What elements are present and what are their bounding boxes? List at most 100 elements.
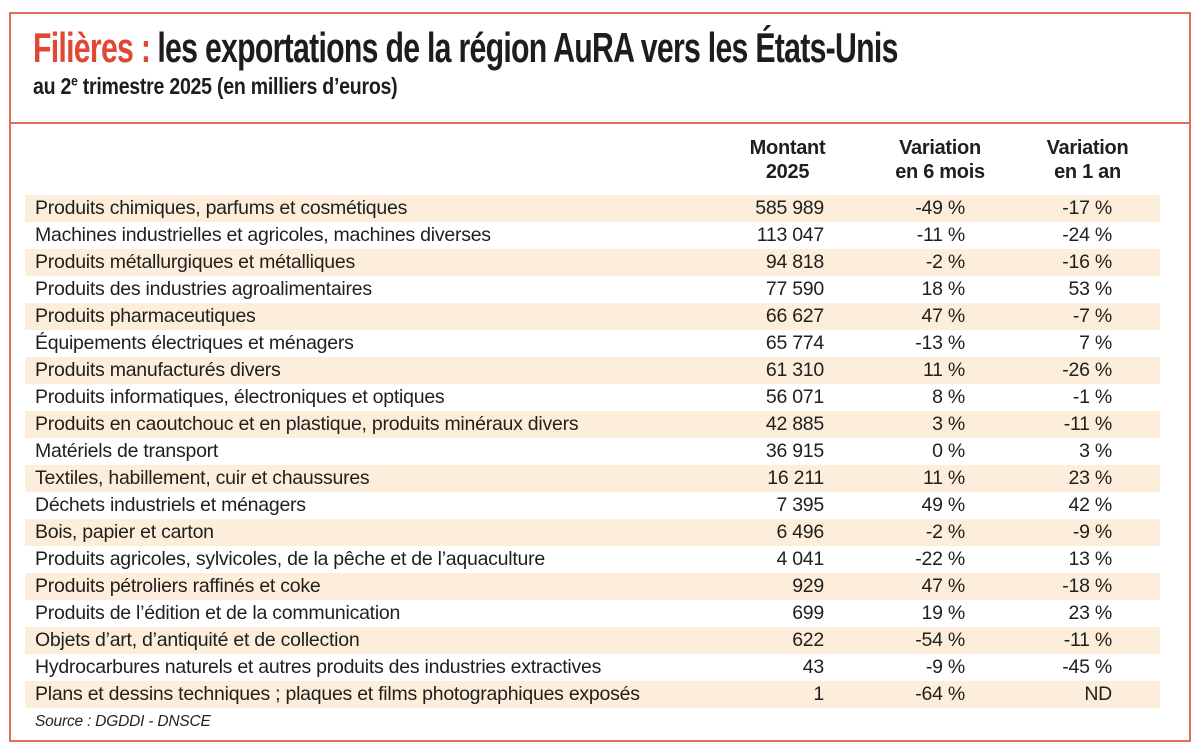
variation-6mois-value: 47 % — [921, 575, 966, 597]
montant-value: 1 — [813, 683, 824, 705]
subtitle-prefix: au 2 — [33, 73, 72, 100]
column-header-variation-1an-line1: Variation — [1046, 136, 1129, 159]
variation-1an-value: 7 % — [1079, 332, 1112, 354]
row-label: Plans et dessins techniques ; plaques et… — [35, 683, 640, 705]
column-header-montant: Montant 2025 — [735, 136, 865, 184]
column-header-montant-line2: 2025 — [765, 160, 810, 183]
table-row: Bois, papier et carton 6 496 -2 % -9 % — [25, 519, 1160, 546]
variation-6mois-value: -54 % — [915, 629, 965, 651]
table-row: Produits manufacturés divers 61 310 11 %… — [25, 357, 1160, 384]
variation-1an-value: 53 % — [1068, 278, 1113, 300]
montant-value: 36 915 — [765, 440, 824, 462]
row-label: Machines industrielles et agricoles, mac… — [35, 224, 491, 246]
variation-6mois-value: 11 % — [923, 359, 965, 381]
table-row: Produits en caoutchouc et en plastique, … — [25, 411, 1160, 438]
row-label: Produits manufacturés divers — [35, 359, 281, 381]
variation-6mois-value: -49 % — [915, 197, 965, 219]
source-note: Source : DGDDI - DNSCE — [35, 713, 211, 730]
montant-value: 42 885 — [765, 413, 824, 435]
table-row: Machines industrielles et agricoles, mac… — [25, 222, 1160, 249]
variation-1an-value: -17 % — [1062, 197, 1112, 219]
table-row: Produits informatiques, électroniques et… — [25, 384, 1160, 411]
variation-6mois-value: -11 % — [916, 224, 966, 246]
row-label: Produits agricoles, sylvicoles, de la pê… — [35, 548, 545, 570]
montant-value: 113 047 — [756, 224, 825, 246]
variation-1an-value: -11 % — [1063, 413, 1113, 435]
table-body: Produits chimiques, parfums et cosmétiqu… — [25, 195, 1160, 708]
montant-value: 65 774 — [765, 332, 824, 354]
variation-1an-value: -11 % — [1063, 629, 1113, 651]
variation-1an-value: 42 % — [1068, 494, 1113, 516]
column-header-variation-6mois-line2: en 6 mois — [895, 160, 985, 183]
table-row: Produits métallurgiques et métalliques 9… — [25, 249, 1160, 276]
montant-value: 43 — [802, 656, 824, 678]
table-row: Textiles, habillement, cuir et chaussure… — [25, 465, 1160, 492]
variation-1an-value: -9 % — [1072, 521, 1112, 543]
title-main: les exportations de la région AuRA vers … — [157, 24, 898, 71]
table-row: Produits chimiques, parfums et cosmétiqu… — [25, 195, 1160, 222]
table-row: Produits pétroliers raffinés et coke 929… — [25, 573, 1160, 600]
column-header-variation-6mois: Variation en 6 mois — [865, 136, 1015, 184]
variation-1an-value: 13 % — [1068, 548, 1113, 570]
variation-6mois-value: 47 % — [921, 305, 966, 327]
table-row: Produits pharmaceutiques 66 627 47 % -7 … — [25, 303, 1160, 330]
row-label: Produits en caoutchouc et en plastique, … — [35, 413, 579, 435]
row-label: Produits des industries agroalimentaires — [35, 278, 372, 300]
variation-1an-value: -7 % — [1072, 305, 1112, 327]
table-row: Produits agricoles, sylvicoles, de la pê… — [25, 546, 1160, 573]
montant-value: 56 071 — [765, 386, 824, 408]
table-row: Matériels de transport 36 915 0 % 3 % — [25, 438, 1160, 465]
variation-6mois-value: 18 % — [921, 278, 966, 300]
title-accent: Filières : — [33, 24, 151, 71]
subtitle-superscript: e — [71, 73, 78, 90]
montant-value: 585 989 — [755, 197, 824, 219]
variation-1an-value: -18 % — [1062, 575, 1112, 597]
variation-6mois-value: -13 % — [915, 332, 965, 354]
variation-6mois-value: 19 % — [921, 602, 966, 624]
variation-6mois-value: -2 % — [925, 251, 965, 273]
row-label: Produits pétroliers raffinés et coke — [35, 575, 321, 597]
row-label: Produits informatiques, électroniques et… — [35, 386, 445, 408]
table-row: Produits de l’édition et de la communica… — [25, 600, 1160, 627]
variation-6mois-value: -22 % — [915, 548, 965, 570]
variation-6mois-value: -64 % — [915, 683, 965, 705]
column-header-variation-1an-line2: en 1 an — [1054, 160, 1121, 183]
data-table: Montant 2025 Variation en 6 mois Variati… — [11, 124, 1189, 708]
variation-1an-value: -16 % — [1062, 251, 1112, 273]
title-divider — [11, 122, 1189, 124]
table-row: Déchets industriels et ménagers 7 395 49… — [25, 492, 1160, 519]
montant-value: 4 041 — [776, 548, 824, 570]
row-label: Textiles, habillement, cuir et chaussure… — [35, 467, 370, 489]
montant-value: 77 590 — [765, 278, 824, 300]
figure-frame: Filières : les exportations de la région … — [9, 12, 1191, 742]
variation-6mois-value: 0 % — [932, 440, 965, 462]
montant-value: 61 310 — [765, 359, 824, 381]
variation-6mois-value: 8 % — [932, 386, 965, 408]
row-label: Produits pharmaceutiques — [35, 305, 256, 327]
variation-1an-value: -24 % — [1062, 224, 1112, 246]
montant-value: 699 — [792, 602, 824, 624]
variation-6mois-value: 11 % — [923, 467, 965, 489]
subtitle-suffix: trimestre 2025 (en milliers d’euros) — [77, 73, 398, 100]
variation-1an-value: 23 % — [1068, 602, 1113, 624]
variation-1an-value: ND — [1084, 683, 1112, 705]
variation-6mois-value: 3 % — [932, 413, 965, 435]
variation-1an-value: -1 % — [1072, 386, 1112, 408]
montant-value: 6 496 — [776, 521, 824, 543]
row-label: Produits chimiques, parfums et cosmétiqu… — [35, 197, 408, 219]
table-header-row: Montant 2025 Variation en 6 mois Variati… — [25, 124, 1160, 195]
montant-value: 94 818 — [765, 251, 824, 273]
column-header-montant-line1: Montant — [749, 136, 826, 159]
montant-value: 622 — [792, 629, 824, 651]
montant-value: 929 — [792, 575, 824, 597]
variation-1an-value: -26 % — [1062, 359, 1112, 381]
figure-subtitle: au 2e trimestre 2025 (en milliers d’euro… — [33, 73, 1016, 100]
table-row: Équipements électriques et ménagers 65 7… — [25, 330, 1160, 357]
figure-header: Filières : les exportations de la région … — [11, 14, 1189, 122]
variation-6mois-value: -9 % — [925, 656, 965, 678]
row-label: Déchets industriels et ménagers — [35, 494, 306, 516]
row-label: Produits de l’édition et de la communica… — [35, 602, 401, 624]
table-row: Produits des industries agroalimentaires… — [25, 276, 1160, 303]
table-row: Hydrocarbures naturels et autres produit… — [25, 654, 1160, 681]
variation-6mois-value: -2 % — [925, 521, 965, 543]
